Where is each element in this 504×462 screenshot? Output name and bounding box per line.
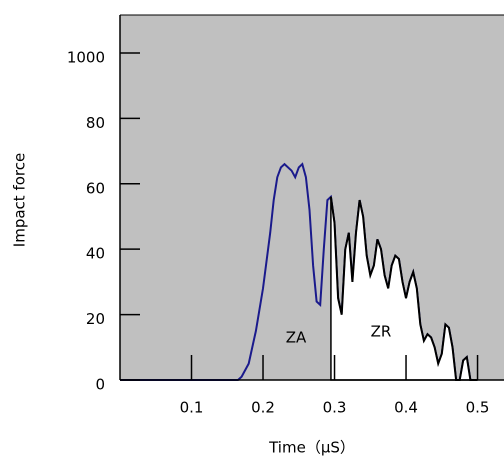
y-axis-label: Impact force [11, 153, 29, 247]
x-axis-label: Time（μS） [268, 439, 355, 457]
y-tick-label: 40 [86, 245, 105, 263]
annotation: ZR [371, 323, 392, 341]
x-tick-label: 0.1 [180, 399, 204, 417]
y-tick-label: 0 [95, 376, 105, 394]
y-tick-label: 80 [86, 114, 105, 132]
x-tick-label: 0.4 [394, 399, 418, 417]
x-tick-label: 0.3 [323, 399, 347, 417]
annotation: ZA [286, 329, 307, 347]
line [329, 196, 478, 381]
x-tick-label: 0.2 [251, 399, 275, 417]
plot-background [120, 15, 504, 380]
y-tick-label: 20 [86, 310, 105, 328]
y-tick-label: 1000 [67, 48, 105, 66]
y-tick-label: 60 [86, 179, 105, 197]
x-tick-label: 0.5 [466, 399, 490, 417]
